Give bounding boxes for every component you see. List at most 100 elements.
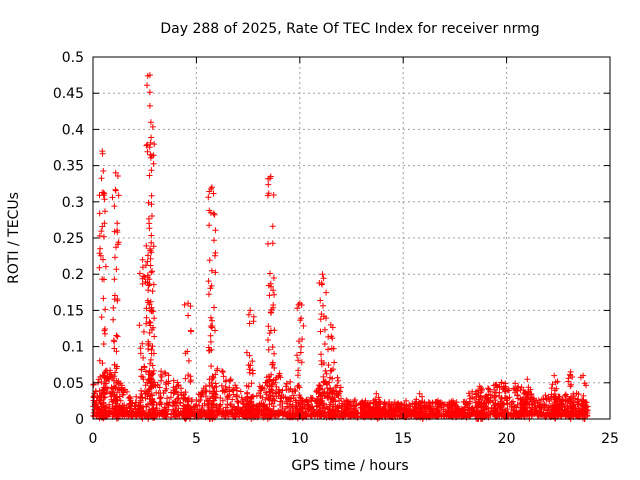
data-point [146,102,153,109]
data-point [583,382,589,389]
data-point [161,369,168,376]
data-point [140,407,147,414]
data-point [247,307,254,314]
data-point [112,169,119,176]
data-point [551,399,558,406]
data-point [148,249,155,256]
x-tick-label: 0 [89,431,98,447]
data-point [205,278,212,285]
data-point [317,316,324,323]
data-point [170,377,177,384]
data-point [145,346,152,352]
data-point [210,374,217,381]
data-point [250,313,257,320]
data-point [510,398,516,405]
data-point [422,412,429,418]
data-point [478,410,484,417]
data-point [295,382,302,389]
data-point [265,240,271,247]
data-point [207,314,214,321]
data-point [319,271,326,278]
data-point [476,401,483,408]
data-point [299,336,306,343]
data-point [335,377,342,384]
data-point [323,380,330,387]
data-point [485,394,492,401]
data-point [99,189,106,196]
data-point [207,332,214,339]
data-point [567,368,574,375]
data-point [145,287,152,294]
data-point [114,333,121,340]
data-point [138,366,145,373]
data-point [139,280,146,287]
data-point [381,412,388,419]
data-point [271,397,278,404]
data-point [178,392,185,399]
data-point [141,410,148,417]
data-point [271,291,278,298]
x-tick-label: 15 [394,431,412,447]
data-point [327,321,334,328]
data-point [208,402,215,409]
data-point [528,391,535,397]
y-tick-label: 0.1 [62,340,84,356]
data-point [156,384,163,391]
data-point [264,192,271,199]
data-point [295,399,302,406]
data-point [98,314,105,321]
data-point [149,406,156,413]
data-point [245,411,251,418]
data-point [464,404,471,411]
data-point [113,244,119,251]
data-point [147,262,154,269]
data-point [416,390,423,397]
data-point [346,411,353,418]
data-point [126,394,133,400]
data-point [381,400,388,407]
data-point [113,266,120,273]
data-point [97,245,104,252]
data-point [545,393,552,400]
data-point [242,396,249,403]
data-point [402,410,409,417]
data-point [214,365,221,372]
data-point [316,390,323,397]
data-point [96,210,103,217]
data-point [137,345,144,352]
x-tick-label: 10 [291,431,309,447]
data-point [212,252,218,259]
data-point [102,330,108,337]
data-point [149,343,156,350]
data-point [561,392,568,399]
data-point [463,412,470,419]
data-point [149,362,156,369]
data-point [174,391,181,398]
data-point [206,207,213,214]
data-point [233,407,240,414]
data-point [263,374,270,381]
data-point [97,252,104,259]
data-point [317,399,324,406]
data-point [275,373,282,380]
data-point [220,387,227,394]
data-point [98,228,105,235]
data-point [144,82,150,89]
data-point [375,394,382,401]
data-point [352,397,358,403]
data-point [514,412,521,418]
data-point [314,410,321,417]
data-point [327,385,334,392]
data-point [109,375,116,381]
data-point [165,372,172,379]
data-point [328,333,335,340]
data-point [110,304,117,311]
data-point [245,400,252,407]
data-point [477,401,484,408]
data-point [520,412,527,419]
data-point [151,315,158,322]
data-point [127,409,134,416]
data-point [299,401,306,408]
data-point [211,211,218,218]
data-point [146,72,153,79]
